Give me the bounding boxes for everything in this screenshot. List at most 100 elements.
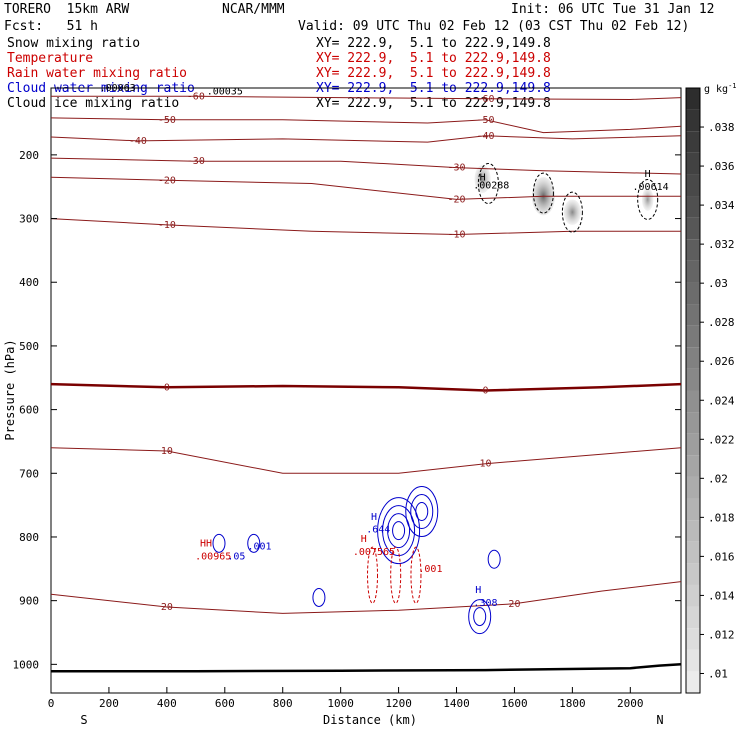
contour-value-label: .308 — [473, 598, 497, 609]
colorbar-swatch — [686, 368, 700, 391]
isotherm-line-20 — [50, 581, 682, 614]
cloud-water-contour-0 — [387, 513, 411, 549]
isotherm-label: -60 — [187, 91, 205, 102]
field-name-snow: Snow mixing ratio — [7, 36, 141, 51]
x-axis: 0 200 400 600 800 1000 1200 1400 1600 1800 2000 — [48, 687, 644, 710]
contour-value-label: H — [371, 512, 377, 523]
rain-contour-1 — [390, 546, 402, 604]
cloud-water-contour-0 — [377, 497, 421, 565]
north-label: N — [656, 713, 663, 727]
valid-time: Valid: 09 UTC Thu 02 Feb 12 (03 CST Thu … — [298, 19, 690, 34]
x-tick-label: 1600 — [501, 697, 528, 710]
isotherm-label: -30 — [187, 156, 205, 167]
isotherm-label: -10 — [447, 229, 465, 240]
colorbar-swatch — [686, 584, 700, 607]
colorbar-swatch — [686, 88, 700, 110]
field-name-temperature: Temperature — [7, 51, 94, 66]
isotherm-label: -10 — [158, 220, 176, 231]
colorbar-swatch — [686, 282, 700, 305]
contour-label-layer: .00063.00035H.00288H.00614HH.00965.001.0… — [100, 83, 669, 609]
field-name-cloudice: Cloud ice mixing ratio — [7, 96, 180, 111]
colorbar-tick-label: .026 — [708, 355, 735, 368]
x-tick-label: 800 — [273, 697, 293, 710]
colorbar-tick-label: .03 — [708, 277, 728, 290]
cloud-water-contour-2 — [212, 533, 226, 553]
isotherm-label: -50 — [158, 115, 176, 126]
contour-value-label: H — [475, 585, 481, 596]
colorbar-tick-label: .022 — [708, 433, 735, 446]
cloud-ice-contour-3 — [477, 163, 499, 205]
colorbar-swatch — [686, 239, 700, 261]
isotherm-label: -40 — [476, 131, 494, 142]
snow-shade-3 — [641, 187, 654, 211]
cloud-water-contour-1 — [415, 502, 429, 521]
model-title: TORERO 15km ARW — [4, 2, 130, 17]
contour-value-label: H — [480, 172, 486, 183]
x-tick-label: 200 — [99, 697, 119, 710]
isotherm-label: -40 — [129, 136, 147, 147]
contour-value-label: HH — [200, 539, 212, 550]
colorbar-swatch — [686, 260, 700, 283]
x-tick-label: 1200 — [385, 697, 412, 710]
colorbar-swatch — [686, 109, 700, 132]
isotherm-layer: -60 -60 -50 -50 -40 -40 -30 -30 -20 -20 -10 -10 0 0 10… — [50, 91, 682, 614]
colorbar-swatch — [686, 498, 700, 521]
isotherm-line--30 — [50, 157, 682, 175]
isotherm-label: -50 — [476, 115, 494, 126]
y-tick-label: 700 — [19, 467, 39, 480]
cloud-water-contour-0 — [382, 505, 416, 557]
cloud-ice-contour-1 — [561, 191, 583, 233]
contour-value-label: .001 — [248, 542, 272, 553]
x-axis-title: Distance (km) — [323, 713, 417, 727]
y-tick-label: 900 — [19, 595, 39, 608]
forecast-hour: Fcst: 51 h — [4, 19, 98, 34]
field-xy-snow: XY= 222.9, 5.1 to 222.9,149.8 — [316, 36, 551, 51]
x-tick-label: 1800 — [559, 697, 586, 710]
snow-shading-layer — [474, 165, 654, 225]
cloud-water-contour-1 — [410, 494, 434, 529]
colorbar-tick-label: .024 — [708, 394, 735, 407]
colorbar-unit-label: g kg-1 — [704, 82, 737, 95]
colorbar-tick-label: .038 — [708, 121, 735, 134]
colorbar-swatch — [686, 520, 700, 542]
y-axis-title: Pressure (hPa) — [3, 339, 17, 440]
isotherm-line--40 — [50, 135, 682, 143]
colorbar-swatch — [686, 196, 700, 218]
y-tick-label: 200 — [19, 149, 39, 162]
y-tick-label: 300 — [19, 213, 39, 226]
cloud-water-contour-1 — [405, 486, 439, 537]
colorbar-tick-label: .034 — [708, 199, 735, 212]
isotherm-line-10 — [50, 447, 682, 474]
colorbar-tick-label: .036 — [708, 160, 735, 173]
colorbar-swatch — [686, 325, 700, 348]
cloud-water-contour-3 — [247, 533, 261, 553]
colorbar-swatch — [686, 455, 700, 477]
rain-contour-0 — [367, 546, 379, 604]
isotherm-label: -30 — [447, 163, 465, 174]
colorbar-unit-base: g kg — [704, 84, 728, 95]
colorbar-swatch — [686, 433, 700, 456]
cloud-water-contour-4 — [473, 607, 487, 627]
y-tick-label: 500 — [19, 340, 39, 353]
contour-value-label: H — [361, 534, 367, 545]
contour-value-label: .644 — [366, 525, 390, 536]
colorbar-tick-label: .028 — [708, 316, 735, 329]
colorbar-swatch — [686, 217, 700, 240]
x-tick-label: 400 — [157, 697, 177, 710]
colorbar-swatch — [686, 476, 700, 499]
x-tick-label: 0 — [48, 697, 55, 710]
isotherm-label: -20 — [447, 194, 465, 205]
colorbar-swatch — [686, 628, 700, 650]
contour-value-label: .00035 — [207, 86, 243, 97]
colorbar-swatch — [686, 347, 700, 369]
isotherm-label: 20 — [161, 602, 173, 613]
isotherm-label: 20 — [508, 599, 520, 610]
colorbar-tick-label: .016 — [708, 550, 735, 563]
contour-value-label: .05 — [227, 551, 245, 562]
colorbar-tick-label: .02 — [708, 472, 728, 485]
cloud-water-contour-4 — [468, 599, 492, 635]
colorbar-swatch — [686, 671, 700, 693]
contour-value-label: .00614 — [633, 182, 669, 193]
isotherm-label: -20 — [158, 175, 176, 186]
